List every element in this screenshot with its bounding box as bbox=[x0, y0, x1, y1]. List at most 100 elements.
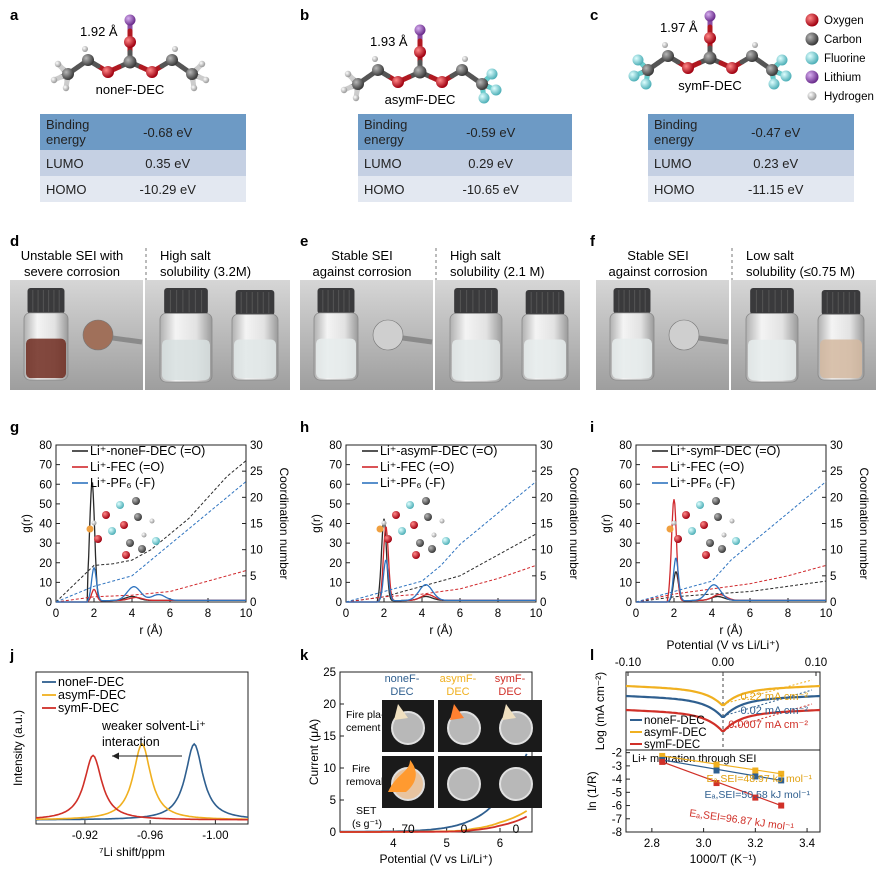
coordination-curve bbox=[635, 564, 827, 603]
vial bbox=[159, 288, 213, 383]
y2-tick-label: 20 bbox=[830, 492, 843, 504]
row-label: HOMO bbox=[46, 182, 86, 197]
y-tick-label: 60 bbox=[619, 479, 632, 491]
x-axis-label: r (Å) bbox=[139, 622, 162, 637]
rdf-curve bbox=[636, 571, 826, 603]
row-label: HOMO bbox=[654, 182, 694, 197]
coordination-curve bbox=[635, 481, 827, 603]
panel-label-l: l bbox=[590, 647, 594, 664]
cluster-atom bbox=[116, 501, 124, 509]
vial bbox=[313, 288, 359, 381]
activation-energy-label: Eₐ,SEI=48.97 kJ mol⁻¹ bbox=[707, 773, 813, 785]
atom-legend-label: Carbon bbox=[824, 34, 862, 46]
oxygen-atom bbox=[124, 36, 136, 48]
y2-tick-label: 10 bbox=[830, 545, 843, 557]
row-value: -10.65 eV bbox=[462, 182, 519, 197]
y2-tick-label: 25 bbox=[250, 466, 263, 478]
oxygen-legend-icon bbox=[805, 13, 819, 27]
photo-caption: High salt bbox=[450, 248, 501, 263]
y-axis-label: Current (μA) bbox=[307, 719, 321, 785]
row-value: 0.29 eV bbox=[468, 156, 513, 171]
y-tick-label: 20 bbox=[323, 699, 336, 711]
photo-caption: against corrosion bbox=[313, 264, 412, 279]
coordination-curve bbox=[55, 570, 247, 603]
arrhenius-point bbox=[713, 761, 720, 768]
y-tick-label: 10 bbox=[323, 763, 336, 775]
row-value: -0.59 eV bbox=[466, 125, 515, 140]
hydrogen-atom bbox=[50, 76, 58, 84]
oxygen-atom bbox=[146, 66, 158, 78]
nmr-plot: -0.92 -0.96 -1.00 ⁷Li shift/ppm Intensity (a… bbox=[11, 671, 249, 859]
oxygen-atom bbox=[414, 46, 426, 58]
x-tick-label: 0 bbox=[53, 608, 59, 620]
glass-fiber-disk bbox=[499, 767, 533, 801]
legend-label: Li⁺-FEC (=O) bbox=[90, 460, 164, 474]
y-tick-label: 20 bbox=[39, 558, 52, 570]
carbon-atom bbox=[82, 54, 94, 66]
hydrogen-atom bbox=[172, 46, 178, 52]
table-row bbox=[358, 150, 572, 176]
cluster-inset bbox=[86, 497, 160, 559]
cluster-atom bbox=[381, 520, 387, 526]
legend-label: symF-DEC bbox=[644, 739, 700, 751]
cluster-atom bbox=[442, 537, 450, 545]
y-tick-label: 10 bbox=[619, 577, 632, 589]
vial-cap bbox=[454, 288, 498, 315]
legend-label: Li⁺-symF-DEC (=O) bbox=[670, 444, 780, 458]
legend-label: noneF-DEC bbox=[644, 715, 705, 727]
legend-label: asymF-DEC bbox=[644, 727, 707, 739]
cluster-atom bbox=[94, 535, 102, 543]
bond-distance-label: 1.92 Å bbox=[80, 24, 118, 39]
y-tick-label: 0 bbox=[330, 827, 336, 839]
panel-label-g: g bbox=[10, 419, 19, 436]
x-tick-label: 10 bbox=[240, 608, 253, 620]
cluster-atom bbox=[141, 532, 147, 538]
cluster-atom bbox=[384, 535, 392, 543]
lighter-flame-icon bbox=[502, 704, 516, 720]
legend-label: Li⁺-asymF-DEC (=O) bbox=[380, 444, 497, 458]
cluster-atom bbox=[674, 535, 682, 543]
cluster-atom bbox=[392, 511, 400, 519]
cluster-atom bbox=[431, 532, 437, 538]
hydrogen-atom bbox=[752, 42, 758, 48]
y-tick-label: 50 bbox=[329, 499, 342, 511]
atom-legend-label: Oxygen bbox=[824, 15, 864, 27]
molecule-name: symF-DEC bbox=[678, 78, 742, 93]
nmr-annotation: interaction bbox=[102, 735, 160, 749]
vial-cap bbox=[821, 290, 861, 316]
cluster-atom bbox=[706, 539, 714, 547]
hydrogen-atom bbox=[372, 56, 378, 62]
cluster-atom bbox=[410, 521, 418, 529]
set-value: 0 bbox=[461, 822, 468, 836]
row-value: -10.29 eV bbox=[140, 182, 197, 197]
top-x-tick-label: 0.00 bbox=[712, 657, 734, 669]
tafel-y-axis-label: Log (mA cm⁻²) bbox=[593, 672, 607, 750]
fire-row-label: Fire pla- bbox=[346, 709, 385, 721]
lithium-disk bbox=[372, 319, 404, 351]
y-tick-label: 80 bbox=[329, 440, 342, 452]
panel-label-f: f bbox=[590, 233, 596, 250]
x-tick-label: 4 bbox=[709, 608, 716, 620]
arrhenius-point bbox=[713, 767, 720, 774]
x-tick-label: 6 bbox=[167, 608, 173, 620]
photo-caption: Stable SEI bbox=[331, 248, 392, 263]
fluorine-atom bbox=[628, 70, 640, 82]
table-row bbox=[648, 150, 854, 176]
row-label: LUMO bbox=[364, 156, 402, 171]
vial bbox=[449, 288, 503, 383]
y-tick-label: 0 bbox=[626, 597, 632, 609]
y-tick-label: 30 bbox=[329, 538, 342, 550]
x-axis-label: ⁷Li shift/ppm bbox=[99, 845, 165, 859]
vial-liquid bbox=[612, 338, 652, 379]
y-tick-label: 70 bbox=[39, 460, 52, 472]
coordination-curve bbox=[345, 564, 537, 603]
glass-fiber-disk bbox=[499, 711, 533, 745]
y2-tick-label: 5 bbox=[540, 571, 546, 583]
y-tick-label: 60 bbox=[329, 479, 342, 491]
y2-tick-label: 0 bbox=[540, 597, 546, 609]
lithium-legend-icon bbox=[805, 70, 819, 84]
photo-caption: severe corrosion bbox=[24, 264, 120, 279]
